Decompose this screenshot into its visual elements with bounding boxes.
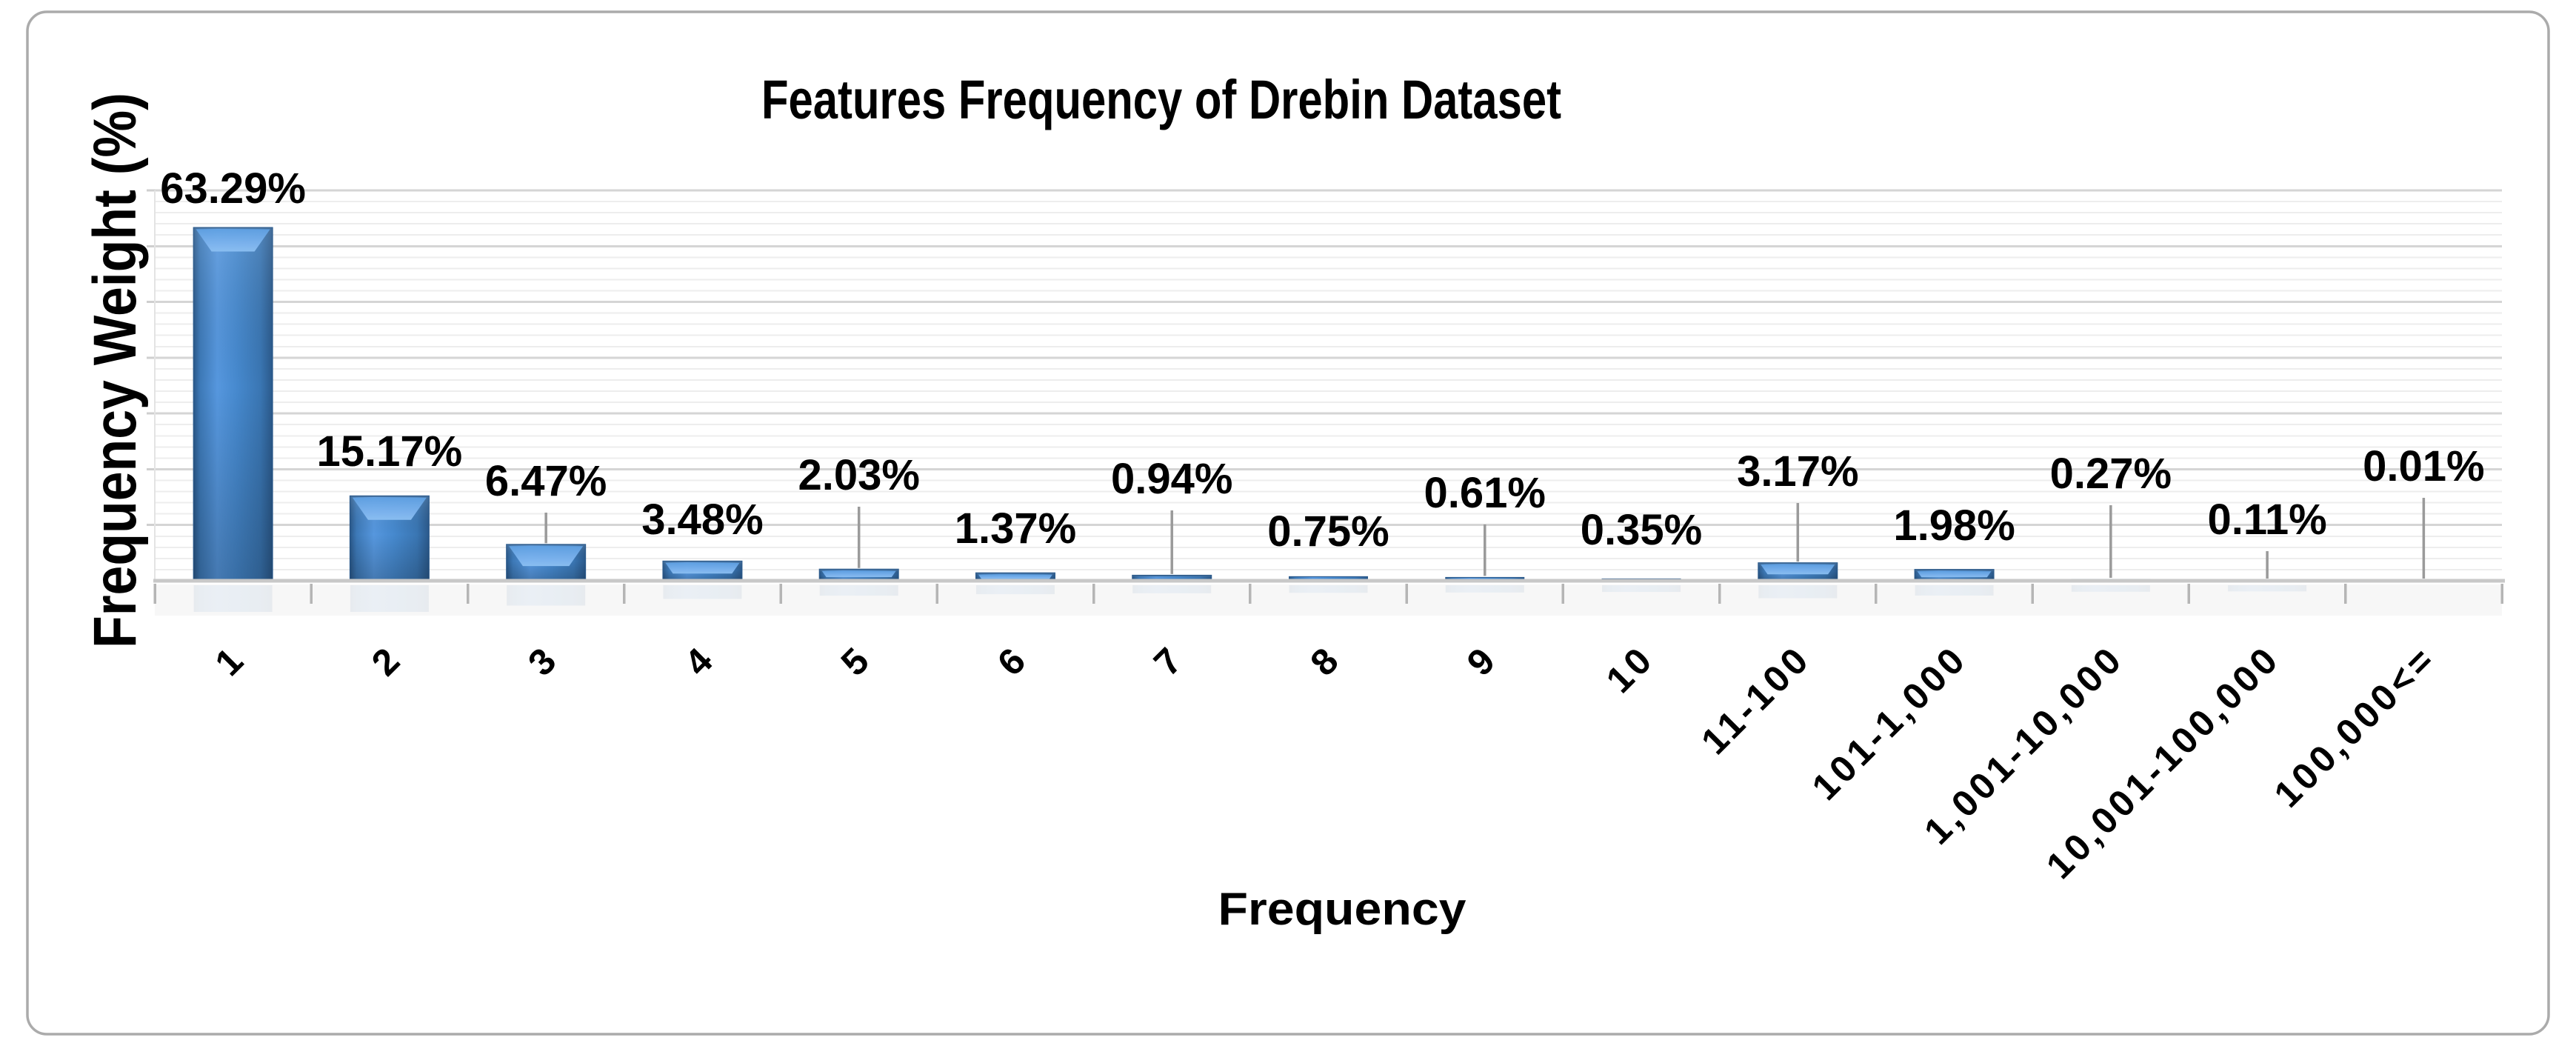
bar-reflection xyxy=(507,585,586,606)
data-label: 15.17% xyxy=(317,427,463,476)
axis-layer xyxy=(153,579,2505,604)
bar-reflection xyxy=(1132,585,1212,593)
data-label: 1.98% xyxy=(1893,502,2015,550)
bars-layer xyxy=(193,227,2307,612)
bar-bevel-highlight xyxy=(978,574,1052,579)
bar-group xyxy=(1914,569,1995,596)
bar-reflection xyxy=(1289,585,1368,593)
bar-reflection xyxy=(1915,585,1994,596)
data-labels-layer: 63.29% 15.17% 6.47% 3.48% 2.03% 1.37% 0.94% 0.7… xyxy=(160,164,2484,556)
data-label: 6.47% xyxy=(485,457,607,505)
chart-border xyxy=(26,10,2550,1036)
bar-group xyxy=(506,544,587,606)
data-label: 0.35% xyxy=(1581,506,1702,554)
bar-group xyxy=(193,227,273,612)
data-label: 2.03% xyxy=(798,451,919,499)
bar-reflection xyxy=(350,585,429,612)
data-label: 0.11% xyxy=(2207,496,2326,544)
bar-reflection xyxy=(1445,585,1524,593)
bar-bevel-highlight xyxy=(509,546,584,567)
bar-reflection xyxy=(1758,585,1838,599)
data-label: 0.75% xyxy=(1267,507,1389,556)
bar-reflection xyxy=(2071,585,2150,592)
data-label: 3.17% xyxy=(1737,447,1858,496)
data-label: 0.94% xyxy=(1111,455,1232,503)
bar-reflection xyxy=(663,585,742,599)
bar-reflection xyxy=(1602,585,1681,593)
bar-bevel-highlight xyxy=(665,562,740,574)
data-label: 3.48% xyxy=(641,496,763,544)
bar-reflection xyxy=(2228,585,2307,592)
data-label: 1.37% xyxy=(955,504,1076,553)
bar-shading xyxy=(193,227,273,581)
bar-group xyxy=(975,572,1055,595)
bar-shading xyxy=(1132,575,1212,581)
x-axis-title: Frequency xyxy=(1218,884,1467,935)
bar-bevel-highlight xyxy=(352,497,427,520)
y-axis-title: Frequency Weight (%) xyxy=(81,93,149,648)
bar-group xyxy=(349,495,430,612)
bar-reflection xyxy=(193,585,273,612)
bar-bevel-highlight xyxy=(196,229,270,252)
bar-reflection xyxy=(975,585,1055,595)
bar-group xyxy=(1758,562,1838,599)
bar-bevel-highlight xyxy=(821,570,896,578)
bar-group xyxy=(662,560,743,599)
bar-bevel-highlight xyxy=(1761,564,1835,575)
data-label: 0.27% xyxy=(2050,450,2172,498)
data-label: 0.01% xyxy=(2363,442,2484,490)
data-label: 63.29% xyxy=(160,164,306,213)
bar-group xyxy=(818,568,899,596)
bar-bevel-highlight xyxy=(1917,571,1992,578)
data-label: 0.61% xyxy=(1424,469,1546,517)
bar-reflection xyxy=(819,585,898,596)
leader-lines-layer xyxy=(544,498,2426,579)
chart-title: Features Frequency of Drebin Dataset xyxy=(761,69,1561,130)
